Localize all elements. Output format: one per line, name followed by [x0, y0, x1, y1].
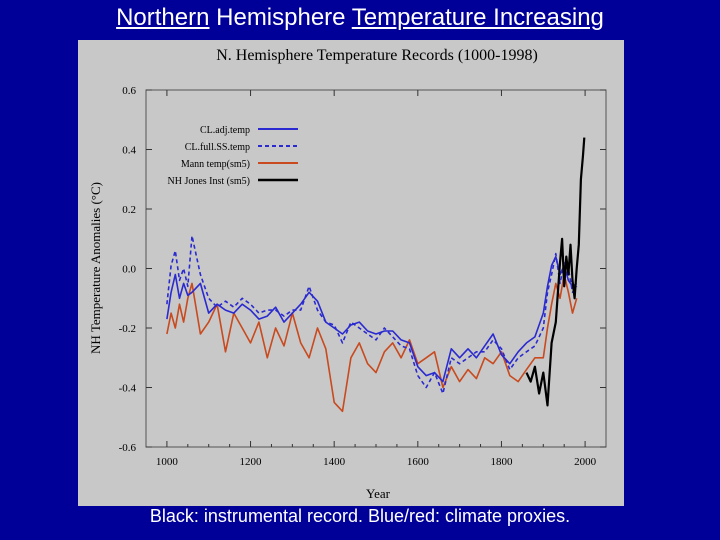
series-line — [525, 137, 586, 407]
x-axis-label: Year — [366, 486, 391, 501]
y-tick-label: -0.2 — [119, 323, 136, 335]
y-tick-label: 0.4 — [122, 145, 136, 157]
slide-caption: Black: instrumental record. Blue/red: cl… — [149, 506, 571, 526]
x-tick-label: 1200 — [240, 456, 263, 468]
series-line — [166, 235, 578, 395]
legend-label: CL.adj.temp — [200, 125, 250, 136]
series-lines — [166, 137, 586, 413]
x-tick-label: 1600 — [407, 456, 430, 468]
y-axis-label: NH Temperature Anomalies (°C) — [88, 182, 103, 354]
y-tick-label: 0.0 — [122, 264, 136, 276]
y-tick-label: -0.6 — [119, 442, 137, 454]
legend-label: NH Jones Inst (sm5) — [168, 176, 251, 187]
chart: N. Hemisphere Temperature Records (1000-… — [88, 47, 607, 501]
legend-label: CL.full.SS.temp — [185, 142, 250, 153]
y-tick-label: 0.2 — [122, 204, 136, 216]
slide-title-part: Temperature Increasing — [351, 4, 604, 31]
series-line — [166, 255, 578, 383]
slide-title: Northern Hemisphere Temperature Increasi… — [0, 4, 720, 32]
x-tick-label: 1400 — [323, 456, 346, 468]
y-tick-label: 0.6 — [122, 85, 136, 97]
slide-title-part: Northern — [116, 4, 210, 31]
x-tick-label: 1800 — [490, 456, 513, 468]
y-tick-label: -0.4 — [119, 383, 137, 395]
legend-label: Mann temp(sm5) — [181, 159, 250, 170]
series-line — [166, 273, 578, 413]
chart-title: N. Hemisphere Temperature Records (1000-… — [216, 47, 538, 64]
legend: CL.adj.temp CL.full.SS.temp Mann temp(sm5)… — [168, 125, 298, 187]
axes: -0.6 -0.4 -0.2 0.0 0.2 0.4 0.6 1000 1200 1400 1600… — [119, 85, 606, 468]
x-tick-label: 2000 — [574, 456, 597, 468]
chart-panel: N. Hemisphere Temperature Records (1000-… — [78, 40, 624, 506]
x-tick-label: 1000 — [156, 456, 179, 468]
slide-title-part: Hemisphere — [209, 4, 352, 31]
